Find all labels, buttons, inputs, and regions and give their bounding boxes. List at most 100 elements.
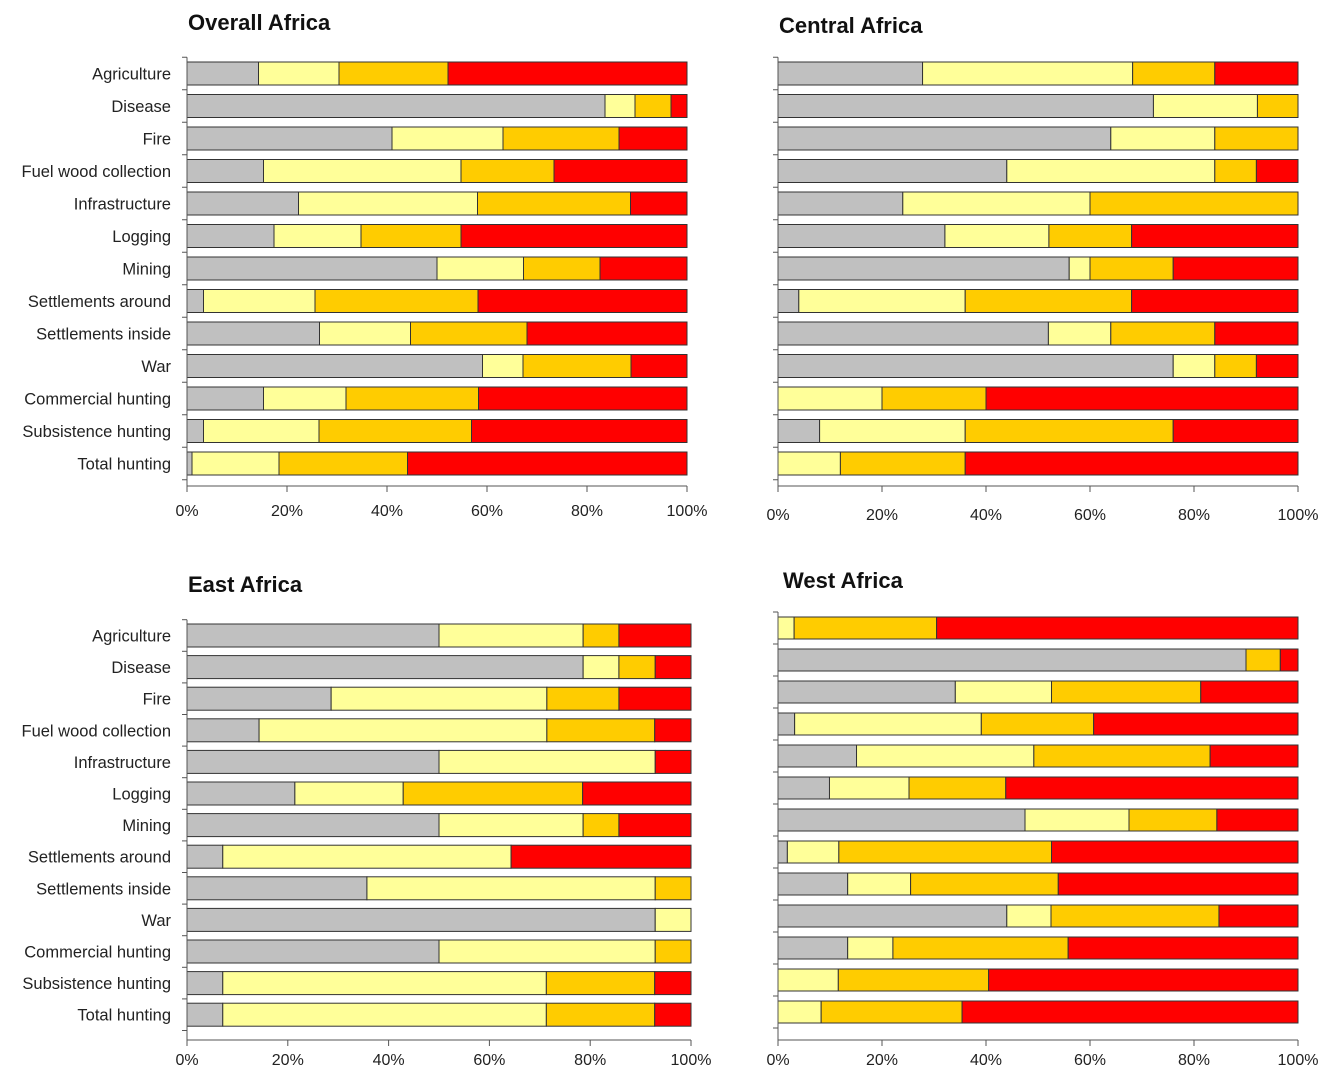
value-tick-label: 100% <box>1278 1052 1319 1068</box>
value-tick-label: 0% <box>175 503 198 520</box>
bar-segment-commercial-hunting-0 <box>186 939 440 964</box>
bar-segment-disease-3 <box>670 94 688 118</box>
bar-segment-mining-3 <box>599 256 688 281</box>
value-tick-label: 20% <box>271 503 303 520</box>
bar-segment-settlements-inside-3 <box>526 321 688 346</box>
bar-segment-settlements-inside-2 <box>910 872 1059 896</box>
category-label: Total hunting <box>77 1007 171 1025</box>
bar-segment-fuel-wood-collection-3 <box>654 718 692 743</box>
bar-segment-fire-0 <box>186 126 393 151</box>
bar-segment-infrastructure-2 <box>1033 744 1211 768</box>
bar-segment-fire-1 <box>391 126 504 151</box>
bar-segment-agriculture-3 <box>1214 61 1299 86</box>
bar-segment-commercial-hunting-3 <box>478 386 688 411</box>
bar-segment-fire-2 <box>1051 680 1202 704</box>
bar-segment-subsistence-hunting-2 <box>318 419 472 443</box>
bar-segment-logging-2 <box>360 224 462 248</box>
value-tick-label: 60% <box>1074 507 1106 524</box>
bar-segment-logging-0 <box>186 224 275 248</box>
value-tick-label: 40% <box>970 1052 1002 1068</box>
bar-segment-total-hunting-2 <box>839 451 966 476</box>
bar-segment-commercial-hunting-3 <box>1067 936 1299 960</box>
bar-segment-settlements-inside-2 <box>410 321 528 346</box>
bar-segment-disease-0 <box>186 94 606 118</box>
category-label: Fuel wood collection <box>22 722 172 740</box>
bar-segment-fuel-wood-collection-0 <box>777 159 1008 183</box>
value-tick-label: 0% <box>766 507 789 524</box>
bar-segment-settlements-around-1 <box>786 840 840 864</box>
bar-segment-total-hunting-2 <box>278 451 408 476</box>
category-label: Fire <box>143 691 171 709</box>
bar-segment-fuel-wood-collection-2 <box>460 159 555 183</box>
value-tick-label: 100% <box>667 503 708 520</box>
bar-segment-subsistence-hunting-0 <box>186 419 204 443</box>
bar-segment-agriculture-1 <box>777 616 795 640</box>
bar-segment-subsistence-hunting-1 <box>222 971 547 996</box>
bar-segment-settlements-around-1 <box>222 844 512 869</box>
value-tick-label: 40% <box>970 507 1002 524</box>
bar-segment-infrastructure-1 <box>298 191 478 216</box>
category-label: Agriculture <box>92 628 171 646</box>
chart-title: Central Africa <box>779 13 923 38</box>
bar-segment-infrastructure-3 <box>1209 744 1299 768</box>
bar-segment-fire-1 <box>954 680 1053 704</box>
bar-segment-logging-0 <box>777 224 946 248</box>
bar-segment-logging-3 <box>1005 776 1299 800</box>
bar-segment-agriculture-2 <box>1132 61 1216 86</box>
bar-segment-total-hunting-1 <box>222 1002 547 1027</box>
bar-segment-disease-3 <box>1279 648 1299 672</box>
bar-segment-commercial-hunting-1 <box>777 386 883 411</box>
bar-segment-total-hunting-2 <box>820 1000 963 1024</box>
bar-segment-agriculture-3 <box>936 616 1299 640</box>
bar-segment-fire-2 <box>502 126 620 151</box>
bar-segment-mining-1 <box>1068 256 1091 281</box>
value-tick-label: 60% <box>1074 1052 1106 1068</box>
bar-segment-settlements-inside-0 <box>777 321 1049 346</box>
bar-segment-commercial-hunting-0 <box>777 936 849 960</box>
bar-segment-fuel-wood-collection-1 <box>258 718 548 743</box>
bar-segment-war-0 <box>186 907 656 932</box>
bar-segment-logging-1 <box>944 224 1050 248</box>
chart-title: West Africa <box>783 568 904 593</box>
value-tick-label: 0% <box>766 1052 789 1068</box>
bar-segment-disease-2 <box>1245 648 1281 672</box>
bar-segment-agriculture-1 <box>438 623 584 648</box>
bar-segment-settlements-inside-1 <box>847 872 912 896</box>
bar-segment-settlements-around-0 <box>186 289 204 313</box>
bar-segment-total-hunting-2 <box>545 1002 656 1027</box>
bar-segment-mining-3 <box>1172 256 1299 281</box>
bar-segment-fire-3 <box>618 686 692 711</box>
category-label: Settlements around <box>28 849 171 867</box>
bar-segment-settlements-around-3 <box>477 289 688 313</box>
bar-segment-mining-1 <box>1024 808 1130 832</box>
bar-segment-logging-1 <box>828 776 910 800</box>
value-tick-label: 20% <box>866 507 898 524</box>
bar-segment-war-3 <box>1218 904 1299 928</box>
bar-segment-logging-1 <box>273 224 362 248</box>
chart-panel-central-africa: Central Africa 0% 20% 40% 60% 80% 100% <box>766 13 1318 524</box>
bar-segment-total-hunting-1 <box>777 1000 822 1024</box>
bar-segment-fire-3 <box>618 126 688 151</box>
bar-segment-disease-0 <box>777 94 1154 118</box>
bar-segment-mining-3 <box>618 813 692 838</box>
bar-segment-fire-3 <box>1200 680 1299 704</box>
bar-segment-fuel-wood-collection-0 <box>186 718 260 743</box>
bar-segment-subsistence-hunting-3 <box>1172 419 1299 443</box>
bar-segment-settlements-inside-2 <box>1110 321 1216 346</box>
bar-segment-total-hunting-1 <box>191 451 280 476</box>
bar-segment-total-hunting-3 <box>407 451 688 476</box>
bar-segment-mining-2 <box>582 813 620 838</box>
bar-segment-infrastructure-0 <box>777 191 904 216</box>
bar-segment-infrastructure-3 <box>654 749 692 774</box>
value-tick-label: 100% <box>1278 507 1319 524</box>
chart-panel-west-africa: West Africa 0% 20% 40% 60% 80% 100% <box>766 568 1318 1068</box>
bar-segment-settlements-inside-3 <box>1214 321 1299 346</box>
category-label: Commercial hunting <box>24 391 171 409</box>
bar-segment-mining-1 <box>438 813 584 838</box>
bar-segment-fire-2 <box>1214 126 1299 151</box>
category-label: Total hunting <box>77 456 171 474</box>
category-label: Infrastructure <box>74 196 171 214</box>
bar-segment-settlements-around-1 <box>203 289 316 313</box>
category-label: War <box>141 912 171 930</box>
value-tick-label: 40% <box>373 1052 405 1068</box>
